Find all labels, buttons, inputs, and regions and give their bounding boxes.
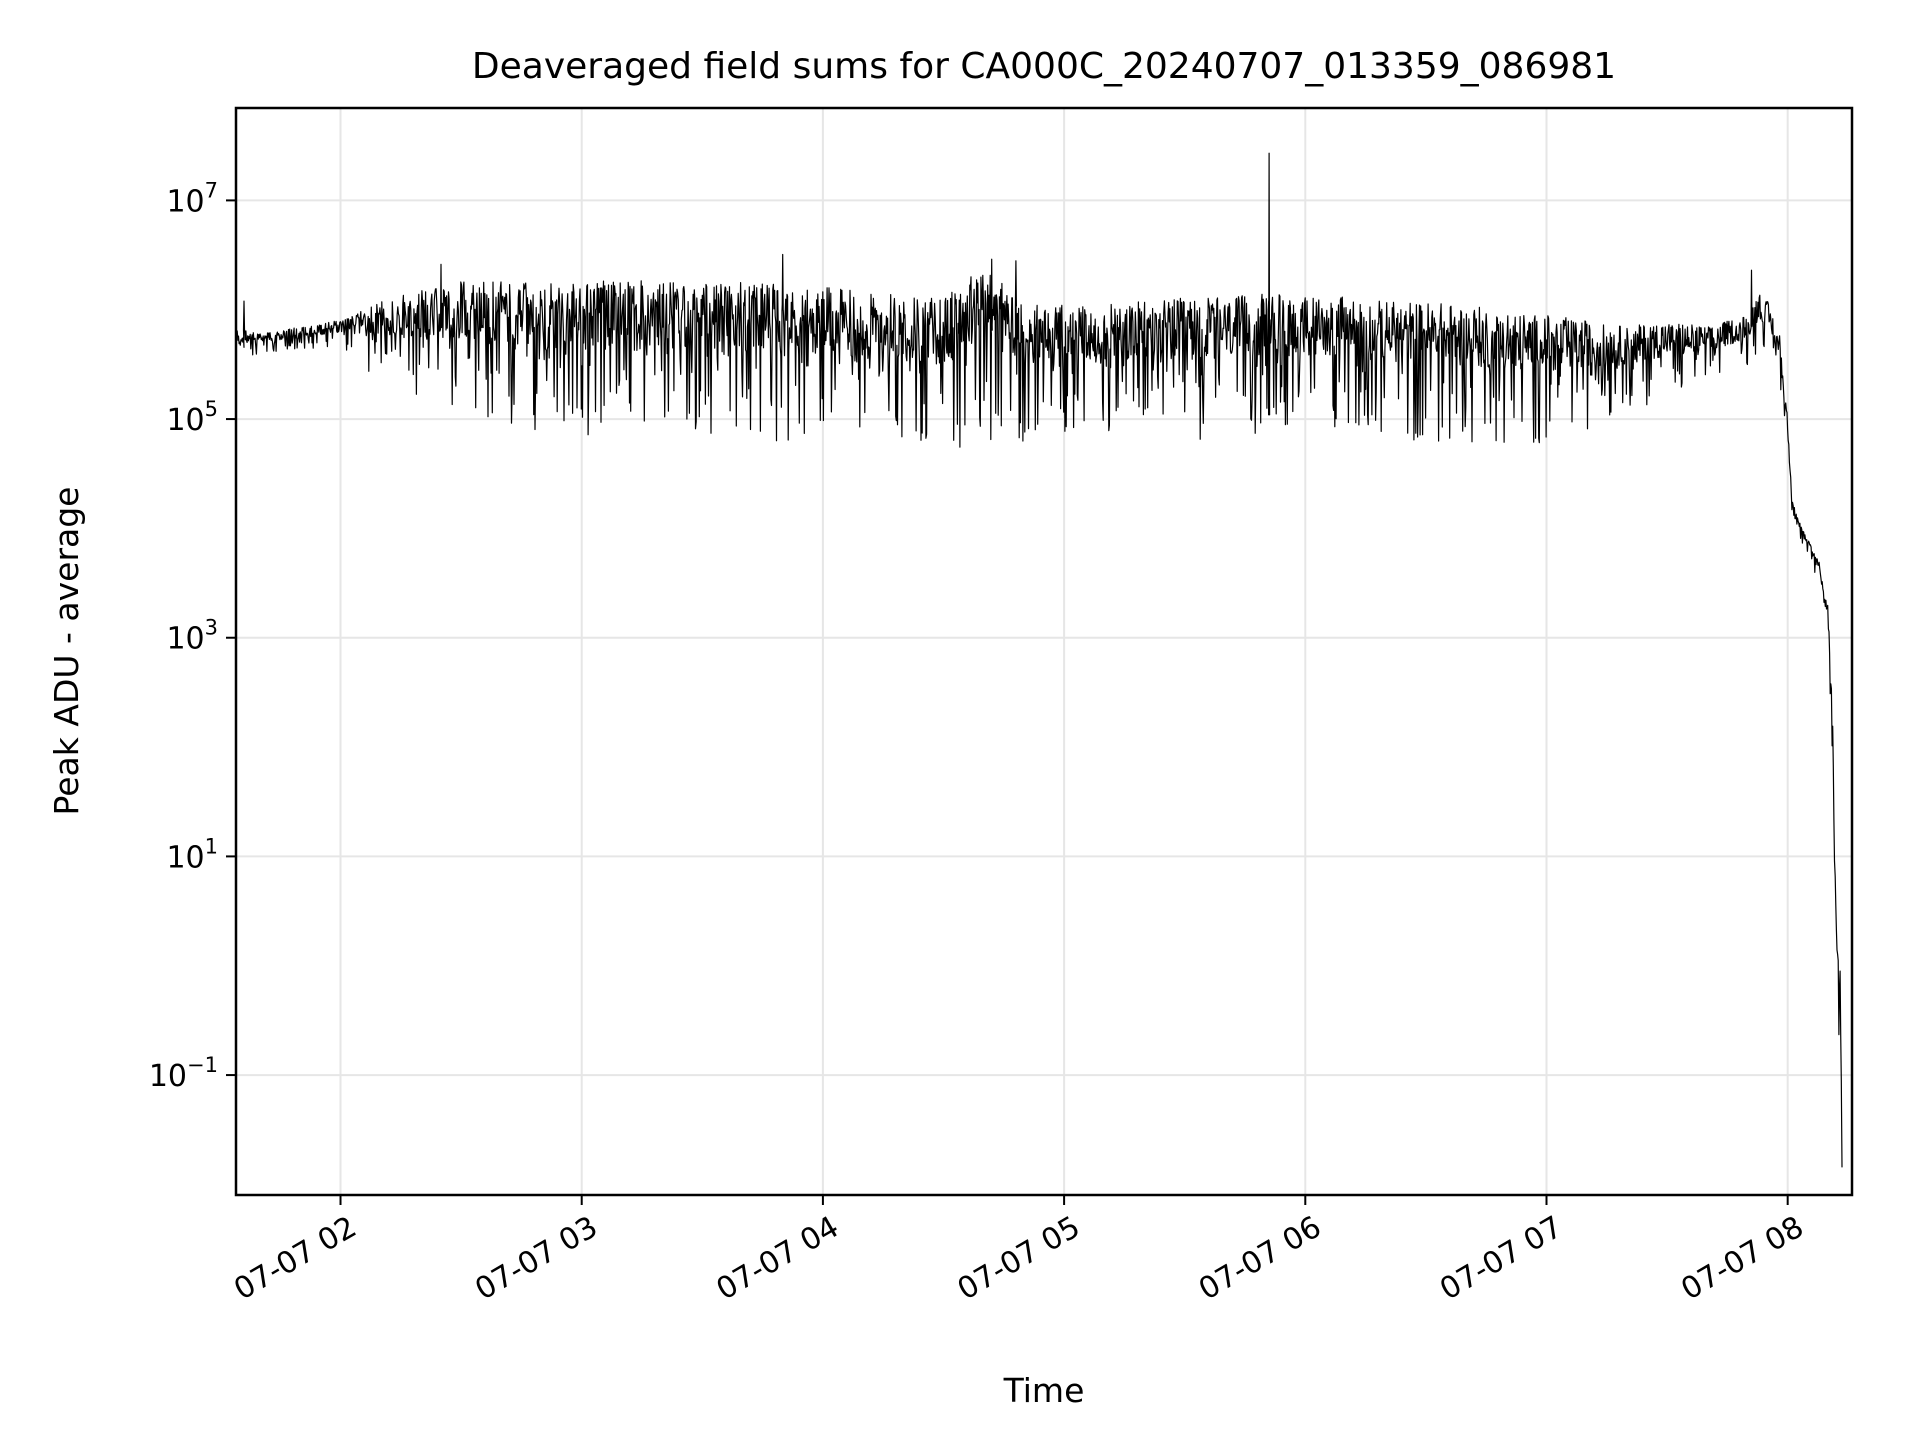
y-tick-label: 101 — [166, 834, 218, 875]
chart-title: Deaveraged field sums for CA000C_2024070… — [472, 46, 1616, 87]
y-tick-label: 10−1 — [149, 1053, 218, 1094]
series-line — [235, 152, 1843, 1168]
y-axis-ticks: 10−1 101 103 105 107 — [149, 178, 236, 1094]
series-layer — [235, 152, 1843, 1168]
axes-frame — [234, 106, 1854, 1197]
y-axis-label: Peak ADU - average — [47, 487, 86, 816]
grid — [236, 108, 1852, 1195]
y-tick-label: 103 — [166, 616, 218, 657]
y-tick-label: 105 — [166, 397, 218, 438]
y-tick-label: 107 — [166, 178, 218, 219]
x-axis-label: Time — [1003, 1371, 1085, 1410]
